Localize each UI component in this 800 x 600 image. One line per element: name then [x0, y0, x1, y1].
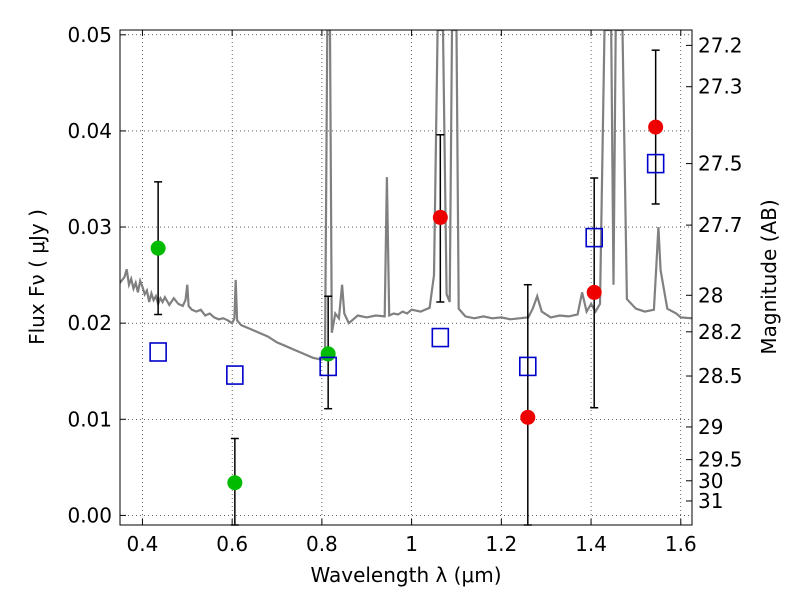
- right-tick-label: 27.3: [698, 75, 743, 99]
- data-point-circle: [432, 209, 448, 225]
- data-point-square: [319, 356, 337, 377]
- data-point-circle: [227, 475, 243, 491]
- data-point-circle: [150, 240, 166, 256]
- data-point-circle: [586, 284, 602, 300]
- data-point-square: [646, 153, 665, 174]
- y-tick-label: 0.03: [67, 215, 112, 239]
- right-tick-label: 27.7: [698, 213, 743, 237]
- data-point-circle: [520, 409, 536, 425]
- right-tick-label: 29.5: [698, 448, 743, 472]
- y-tick-label: 0.02: [67, 311, 112, 335]
- y-axis-label: Flux Fν ( μJy ): [25, 209, 49, 345]
- y-tick-label: 0.04: [67, 119, 112, 143]
- y-tick-label: 0.01: [67, 407, 112, 431]
- right-tick-label: 28.5: [698, 364, 743, 388]
- data-markers: [149, 119, 665, 491]
- x-tick-label: 1.6: [665, 532, 697, 556]
- data-point-square: [226, 365, 244, 385]
- right-tick-label: 28.2: [698, 320, 743, 344]
- x-axis-label: Wavelength λ (μm): [310, 563, 501, 587]
- right-axis-label: Magnitude (AB): [757, 199, 781, 354]
- plot-frame: [119, 29, 693, 526]
- right-tick-label: 27.2: [698, 33, 743, 57]
- x-tick-label: 0.4: [127, 532, 159, 556]
- data-point-square: [431, 327, 450, 348]
- x-tick-label: 1: [405, 532, 418, 556]
- right-tick-label: 30: [698, 469, 723, 493]
- y-tick-label: 0.05: [67, 23, 112, 47]
- x-tick-label: 1.2: [485, 532, 517, 556]
- right-tick-label: 29: [698, 415, 723, 439]
- right-tick-label: 28: [698, 283, 723, 307]
- y-tick-label: 0.00: [67, 503, 112, 527]
- grid-lines: [120, 30, 692, 525]
- model-spectrum-line: [120, 30, 692, 361]
- x-tick-label: 0.8: [306, 532, 338, 556]
- data-point-circle: [320, 346, 336, 362]
- model-spectrum: [120, 30, 692, 361]
- data-point-square: [585, 227, 603, 248]
- data-point-square: [149, 342, 167, 362]
- axis-ticks: 0.4 0.6 0.8 1 1.2 1.4 1.6 0.00 0.01 0.02 0.03 0.04 0…: [67, 23, 742, 556]
- right-tick-label: 27.5: [698, 152, 743, 176]
- data-point-circle: [648, 119, 664, 135]
- data-point-square: [519, 356, 537, 377]
- x-tick-label: 1.4: [575, 532, 607, 556]
- x-tick-label: 0.6: [216, 532, 248, 556]
- right-tick-label: 31: [698, 489, 723, 513]
- error-bars: [154, 49, 660, 526]
